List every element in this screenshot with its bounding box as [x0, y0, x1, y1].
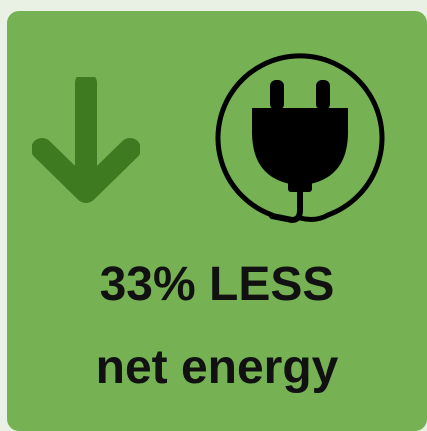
down-arrow-icon: [32, 77, 140, 203]
power-plug-icon: [215, 53, 385, 224]
energy-reduction-subtitle: net energy: [95, 341, 339, 394]
energy-card: 33% LESS net energy: [7, 11, 427, 431]
energy-reduction-headline: 33% LESS: [99, 258, 335, 311]
